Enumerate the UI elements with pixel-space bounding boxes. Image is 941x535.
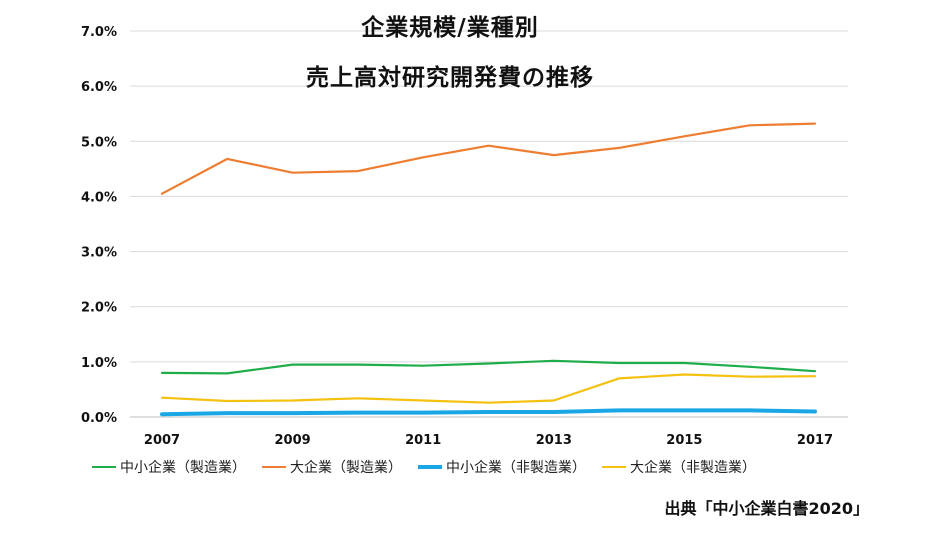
x-tick-label: 2015 [666,433,702,448]
x-tick-label: 2013 [536,433,572,448]
chart-legend: 中小企業（製造業） 大企業（製造業） 中小企業（非製造業） 大企業（非製造業） [92,455,852,479]
series-line-3 [160,373,817,404]
series-lines [160,122,817,417]
series-line-2 [160,408,817,417]
series-line-1 [160,122,817,195]
chart-title-line-2: 売上高対研究開発費の推移 [306,65,594,91]
y-tick-label: 3.0% [81,246,117,261]
x-tick-label: 2009 [275,433,311,448]
legend-item-large-manufacturing: 大企業（製造業） [262,457,402,477]
x-tick-label: 2017 [797,433,833,448]
legend-label: 大企業（製造業） [290,460,402,476]
y-axis-ticks: 0.0% 1.0% 2.0% 3.0% 4.0% 5.0% 6.0% 7.0% [81,25,117,426]
y-tick-label: 4.0% [81,190,117,205]
legend-label: 中小企業（非製造業） [446,460,586,476]
legend-swatch [262,466,286,468]
legend-label: 中小企業（製造業） [120,460,246,476]
y-tick-label: 0.0% [81,411,117,426]
series-line-0 [160,359,817,375]
legend-label: 大企業（非製造業） [630,460,756,476]
x-axis-ticks: 2007 2009 2011 2013 2015 2017 [144,433,833,448]
x-tick-label: 2007 [144,433,180,448]
legend-swatch [602,466,626,468]
legend-swatch [418,465,442,469]
chart-title-line-1: 企業規模/業種別 [361,15,539,41]
y-tick-label: 2.0% [81,301,117,316]
legend-item-large-non-manufacturing: 大企業（非製造業） [602,457,756,477]
legend-item-sme-non-manufacturing: 中小企業（非製造業） [418,457,586,477]
source-citation: 出典「中小企業白書2020」 [664,499,869,518]
legend-swatch [92,466,116,468]
y-tick-label: 5.0% [81,135,117,150]
y-tick-label: 7.0% [81,25,117,40]
gridlines [130,30,848,418]
y-tick-label: 1.0% [81,356,117,371]
legend-item-sme-manufacturing: 中小企業（製造業） [92,457,246,477]
x-tick-label: 2011 [405,433,441,448]
y-tick-label: 6.0% [81,80,117,95]
